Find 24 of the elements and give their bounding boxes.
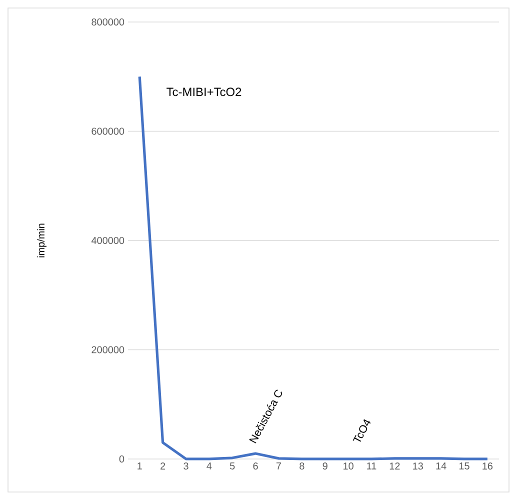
- x-tick-label: 14: [436, 462, 446, 470]
- x-tick-label: 2: [160, 462, 166, 470]
- y-tick-label: 400000: [91, 236, 124, 244]
- annotation: Tc-MIBI+TcO2: [166, 88, 242, 96]
- x-tick-label: 15: [459, 462, 470, 470]
- y-tick-label: 0: [119, 455, 124, 463]
- x-tick-label: 7: [276, 462, 282, 470]
- x-tick-label: 1: [138, 462, 142, 470]
- x-tick-label: 9: [322, 462, 328, 470]
- x-tick-label: 12: [390, 462, 400, 470]
- y-axis-title: imp/min: [37, 224, 46, 258]
- x-tick-label: 13: [413, 462, 423, 470]
- x-tick-label: 16: [482, 462, 493, 470]
- y-tick-label: 600000: [92, 128, 124, 135]
- x-tick-label: 3: [184, 462, 188, 470]
- x-tick-label: 4: [206, 462, 212, 470]
- x-tick-label: 5: [230, 462, 235, 470]
- x-tick-label: 10: [344, 462, 354, 470]
- y-tick-label: 800000: [92, 18, 124, 26]
- annotation: TcO4: [352, 419, 371, 442]
- y-tick-label: 200000: [92, 346, 124, 354]
- x-tick-label: 11: [367, 462, 376, 470]
- x-tick-label: 6: [253, 462, 258, 470]
- x-tick-label: 8: [300, 462, 304, 470]
